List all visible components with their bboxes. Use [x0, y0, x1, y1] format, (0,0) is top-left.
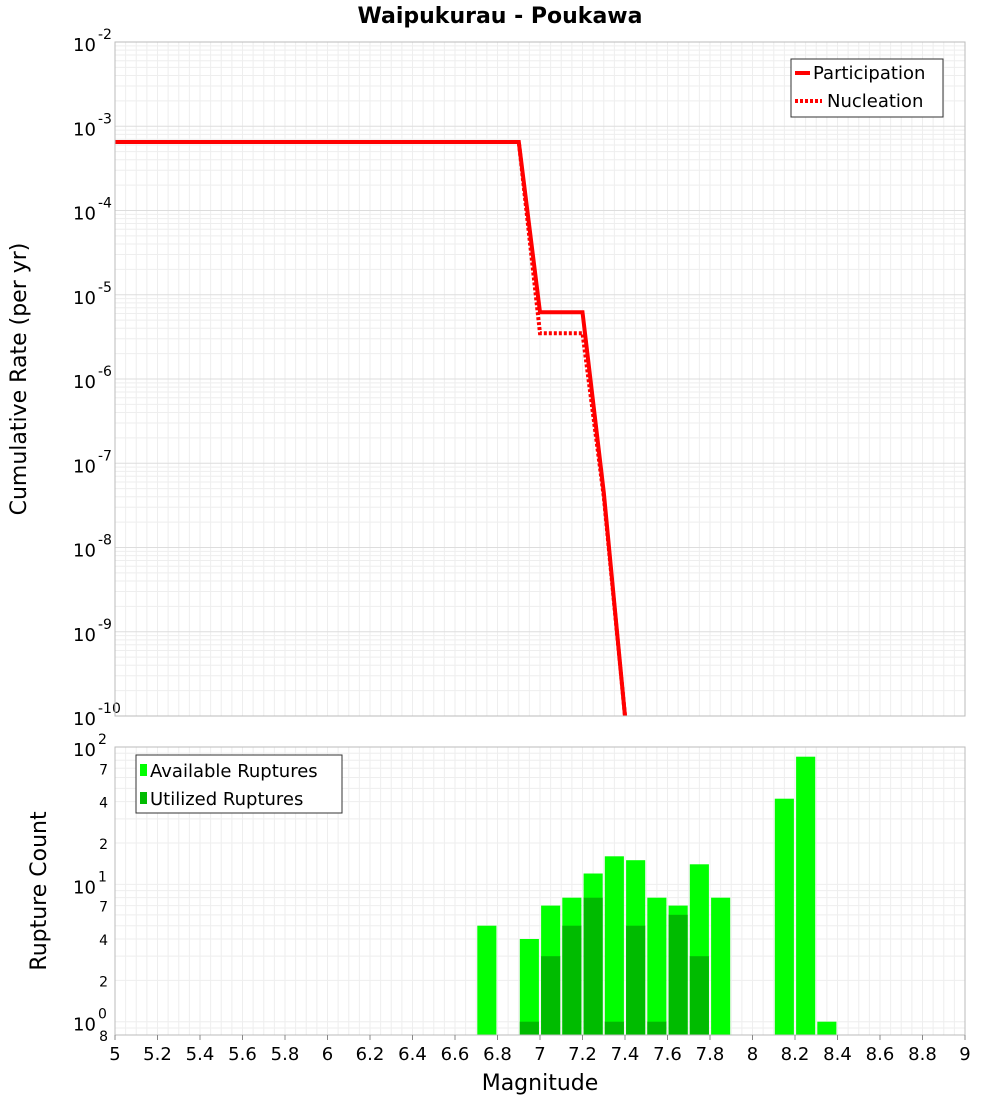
rupture-y-tick-exponent: 2	[98, 732, 107, 748]
nucleation-line	[115, 140, 627, 717]
magnitude-tick-label: 5.4	[186, 1044, 215, 1065]
magnitude-tick-label: 7.6	[653, 1044, 682, 1065]
rate-y-tick-exponent: -2	[98, 27, 112, 43]
magnitude-tick-label: 7.8	[696, 1044, 725, 1065]
magnitude-tick-label: 8.8	[908, 1044, 937, 1065]
rate-y-tick-base: 10	[73, 625, 96, 646]
utilized-ruptures-bar	[583, 897, 603, 1035]
available-ruptures-bar	[711, 897, 731, 1035]
rate-y-tick-exponent: -3	[98, 111, 112, 127]
chart-title: Waipukurau - Poukawa	[358, 4, 643, 29]
rate-y-tick-base: 10	[73, 709, 96, 730]
utilized-ruptures-bar	[689, 956, 709, 1035]
available-ruptures-bar	[519, 939, 539, 1035]
rate-y-tick-base: 10	[73, 35, 96, 56]
utilized-ruptures-legend-label: Utilized Ruptures	[150, 789, 303, 810]
utilized-ruptures-bar	[626, 925, 646, 1035]
rate-y-tick-exponent: -10	[98, 701, 121, 717]
magnitude-tick-label: 9	[959, 1044, 970, 1065]
magnitude-tick-label: 5.2	[143, 1044, 172, 1065]
rupture-y-tick-base: 10	[73, 877, 96, 898]
available-ruptures-bar	[796, 756, 816, 1035]
rate-y-axis-label: Cumulative Rate (per yr)	[7, 243, 32, 516]
rate-legend: Participation Nucleation	[790, 58, 944, 118]
rupture-y-minor-tick: 8	[99, 1029, 108, 1045]
rupture-y-minor-tick: 7	[99, 762, 108, 778]
nucleation-legend-label: Nucleation	[827, 91, 923, 112]
utilized-ruptures-bar	[541, 956, 561, 1035]
utilized-ruptures-bar	[647, 1021, 667, 1035]
magnitude-tick-label: 6	[322, 1044, 333, 1065]
rupture-y-tick-exponent: 0	[98, 1007, 107, 1023]
magnitude-tick-label: 8	[747, 1044, 758, 1065]
rupture-y-minor-tick: 4	[99, 933, 108, 949]
rupture-y-minor-tick: 2	[99, 974, 108, 990]
available-ruptures-bar	[604, 856, 624, 1035]
rate-y-tick-exponent: -5	[98, 280, 112, 296]
rate-y-tick-exponent: -6	[98, 364, 112, 380]
rate-y-tick-base: 10	[73, 541, 96, 562]
rate-legend-box	[790, 58, 944, 118]
magnitude-tick-label: 6.6	[441, 1044, 470, 1065]
utilized-ruptures-bar	[562, 925, 582, 1035]
magnitude-tick-label: 7.2	[568, 1044, 597, 1065]
magnitude-tick-label: 8.2	[781, 1044, 810, 1065]
rupture-legend: Available Ruptures Utilized Ruptures	[135, 754, 343, 814]
rate-plot-series	[115, 140, 627, 717]
rupture-y-tick-exponent: 1	[98, 869, 107, 885]
magnitude-tick-label: 5.6	[228, 1044, 257, 1065]
rate-y-tick-base: 10	[73, 288, 96, 309]
rupture-y-tick-base: 10	[73, 740, 96, 761]
available-ruptures-legend-label: Available Ruptures	[150, 761, 318, 782]
magnitude-tick-label: 5	[109, 1044, 120, 1065]
available-ruptures-bar	[774, 798, 794, 1035]
rate-plot-grid	[115, 42, 965, 717]
utilized-ruptures-bar	[668, 914, 688, 1035]
rate-y-tick-exponent: -4	[98, 196, 112, 212]
rate-y-tick-base: 10	[73, 456, 96, 477]
rupture-y-tick-base: 10	[73, 1015, 96, 1036]
rate-plot-border	[114, 41, 966, 717]
rupture-legend-box	[135, 754, 343, 814]
rupture-bars	[477, 756, 837, 1035]
magnitude-tick-label: 6.2	[356, 1044, 385, 1065]
available-ruptures-bar	[817, 1021, 837, 1035]
magnitude-tick-label: 5.8	[271, 1044, 300, 1065]
rupture-y-minor-tick: 4	[99, 796, 108, 812]
magnitude-x-axis-label: Magnitude	[482, 1071, 599, 1096]
rate-y-tick-base: 10	[73, 372, 96, 393]
rate-y-tick-base: 10	[73, 204, 96, 225]
rate-y-tick-exponent: -7	[98, 448, 112, 464]
utilized-ruptures-bar	[604, 1021, 624, 1035]
magnitude-tick-label: 6.4	[398, 1044, 427, 1065]
magnitude-tick-label: 8.4	[823, 1044, 852, 1065]
available-ruptures-bar	[647, 897, 667, 1035]
magnitude-x-ticks: 5 5.2 5.4 5.6 5.8 6 6.2 6.4 6.6 6.8 7 7.2 7.4 7.6 7.8 8…	[109, 1035, 971, 1065]
rupture-y-minor-tick: 7	[99, 900, 108, 916]
available-ruptures-legend-swatch	[140, 764, 147, 776]
magnitude-tick-label: 7.4	[611, 1044, 640, 1065]
magnitude-tick-label: 6.8	[483, 1044, 512, 1065]
magnitude-tick-label: 7	[534, 1044, 545, 1065]
utilized-ruptures-legend-swatch	[140, 792, 147, 804]
rupture-y-axis-label: Rupture Count	[27, 811, 52, 971]
utilized-ruptures-bar	[519, 1021, 539, 1035]
participation-legend-label: Participation	[813, 63, 925, 84]
magnitude-tick-label: 8.6	[866, 1044, 895, 1065]
rate-y-tick-exponent: -8	[98, 533, 112, 549]
rate-y-tick-base: 10	[73, 119, 96, 140]
rate-y-tick-exponent: -9	[98, 617, 112, 633]
available-ruptures-bar	[477, 925, 497, 1035]
rupture-y-minor-tick: 2	[99, 837, 108, 853]
